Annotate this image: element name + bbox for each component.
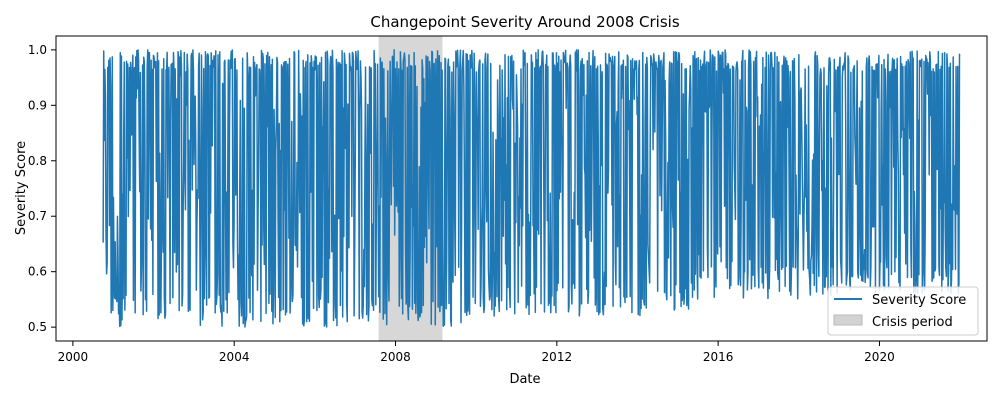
plot-frame <box>55 35 988 342</box>
y-tick-label: 1.0 <box>28 43 47 57</box>
y-tick-label: 0.7 <box>28 209 47 223</box>
legend-label-crisis-period: Crisis period <box>872 315 953 330</box>
x-tick-label: 2012 <box>542 350 573 364</box>
chart-title: Changepoint Severity Around 2008 Crisis <box>370 13 679 31</box>
y-tick-label: 0.5 <box>28 320 47 334</box>
y-axis-label: Severity Score <box>14 141 29 235</box>
legend-swatch-crisis-period <box>833 314 863 326</box>
x-tick-label: 2004 <box>219 350 250 364</box>
legend-box <box>827 286 979 336</box>
severity-score-line <box>102 49 961 328</box>
plot-area <box>55 35 988 342</box>
x-tick-label: 2000 <box>58 350 89 364</box>
x-tick-label: 2016 <box>703 350 734 364</box>
x-tick-label: 2008 <box>380 350 411 364</box>
y-tick-label: 0.6 <box>28 265 47 279</box>
x-tick-label: 2020 <box>864 350 895 364</box>
legend: Severity Score Crisis period <box>827 286 979 336</box>
x-axis: 2000 2004 2008 2012 2016 2020 <box>58 341 895 364</box>
y-tick-label: 0.8 <box>28 154 47 168</box>
y-tick-label: 0.9 <box>28 98 47 112</box>
x-axis-label: Date <box>509 372 540 387</box>
legend-label-severity-score: Severity Score <box>872 293 966 308</box>
series-severity-score <box>102 49 961 328</box>
y-axis: 0.5 0.6 0.7 0.8 0.9 1.0 <box>28 43 56 334</box>
